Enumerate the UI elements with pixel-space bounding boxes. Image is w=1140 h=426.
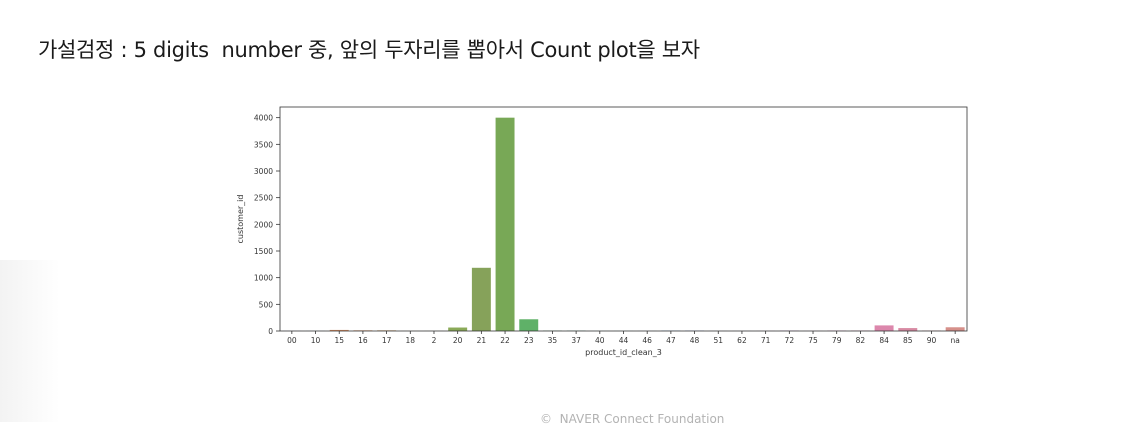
x-tick-label: 40 xyxy=(595,336,605,345)
chart-bars xyxy=(282,118,964,331)
y-tick-label: 3500 xyxy=(254,140,273,149)
x-tick-label: 82 xyxy=(856,336,866,345)
count-plot-svg: 0 500 1000 1500 2000 2500 3000 3500 4000 00 10 15 1… xyxy=(225,100,985,365)
x-tick-label: 10 xyxy=(311,336,321,345)
x-tick-label: 72 xyxy=(785,336,795,345)
slide-heading: 가설검정 : 5 digits number 중, 앞의 두자리를 뽑아서 Co… xyxy=(38,34,700,64)
y-tick-label: 1500 xyxy=(254,247,273,256)
y-tick-label: 2500 xyxy=(254,194,273,203)
x-tick-label: 37 xyxy=(571,336,581,345)
x-tick-label: 22 xyxy=(500,336,510,345)
bar-22 xyxy=(496,118,515,331)
x-tick-label: 35 xyxy=(548,336,558,345)
x-tick-label: na xyxy=(950,336,959,345)
bar-21 xyxy=(472,268,491,331)
x-tick-label: 2 xyxy=(432,336,437,345)
y-tick-label: 4000 xyxy=(254,114,273,123)
x-tick-label: 71 xyxy=(761,336,771,345)
y-tick-label: 3000 xyxy=(254,167,273,176)
bar-na xyxy=(946,327,965,331)
x-tick-label: 90 xyxy=(927,336,937,345)
plot-frame xyxy=(280,107,967,331)
y-axis-ticks: 0 500 1000 1500 2000 2500 3000 3500 4000 xyxy=(254,114,280,336)
y-tick-label: 500 xyxy=(259,300,274,309)
x-tick-label: 48 xyxy=(690,336,700,345)
x-tick-label: 00 xyxy=(287,336,297,345)
bar-85 xyxy=(898,328,917,331)
x-tick-label: 18 xyxy=(406,336,416,345)
x-tick-label: 17 xyxy=(382,336,392,345)
x-tick-label: 16 xyxy=(358,336,368,345)
x-tick-label: 23 xyxy=(524,336,534,345)
background-shade xyxy=(0,260,60,422)
x-axis-ticks: 00 10 15 16 17 18 2 20 21 22 23 35 37 40 44 46 47 48 51 62 7… xyxy=(287,331,960,345)
x-axis-label: product_id_clean_3 xyxy=(585,348,662,357)
x-tick-label: 62 xyxy=(737,336,747,345)
x-tick-label: 47 xyxy=(666,336,676,345)
x-tick-label: 51 xyxy=(713,336,723,345)
x-tick-label: 75 xyxy=(808,336,818,345)
x-tick-label: 46 xyxy=(642,336,652,345)
y-tick-label: 1000 xyxy=(254,274,273,283)
bar-84 xyxy=(875,325,894,331)
x-tick-label: 79 xyxy=(832,336,842,345)
y-tick-label: 0 xyxy=(268,327,273,336)
y-tick-label: 2000 xyxy=(254,220,273,229)
bar-23 xyxy=(519,319,538,331)
x-tick-label: 84 xyxy=(879,336,889,345)
count-plot: 0 500 1000 1500 2000 2500 3000 3500 4000 00 10 15 1… xyxy=(225,100,985,365)
x-tick-label: 20 xyxy=(453,336,463,345)
x-tick-label: 21 xyxy=(477,336,487,345)
x-tick-label: 85 xyxy=(903,336,913,345)
x-tick-label: 44 xyxy=(619,336,629,345)
x-tick-label: 15 xyxy=(334,336,344,345)
bar-20 xyxy=(448,328,467,331)
footer-copyright: © NAVER Connect Foundation xyxy=(540,412,724,426)
y-axis-label: customer_id xyxy=(236,195,245,244)
